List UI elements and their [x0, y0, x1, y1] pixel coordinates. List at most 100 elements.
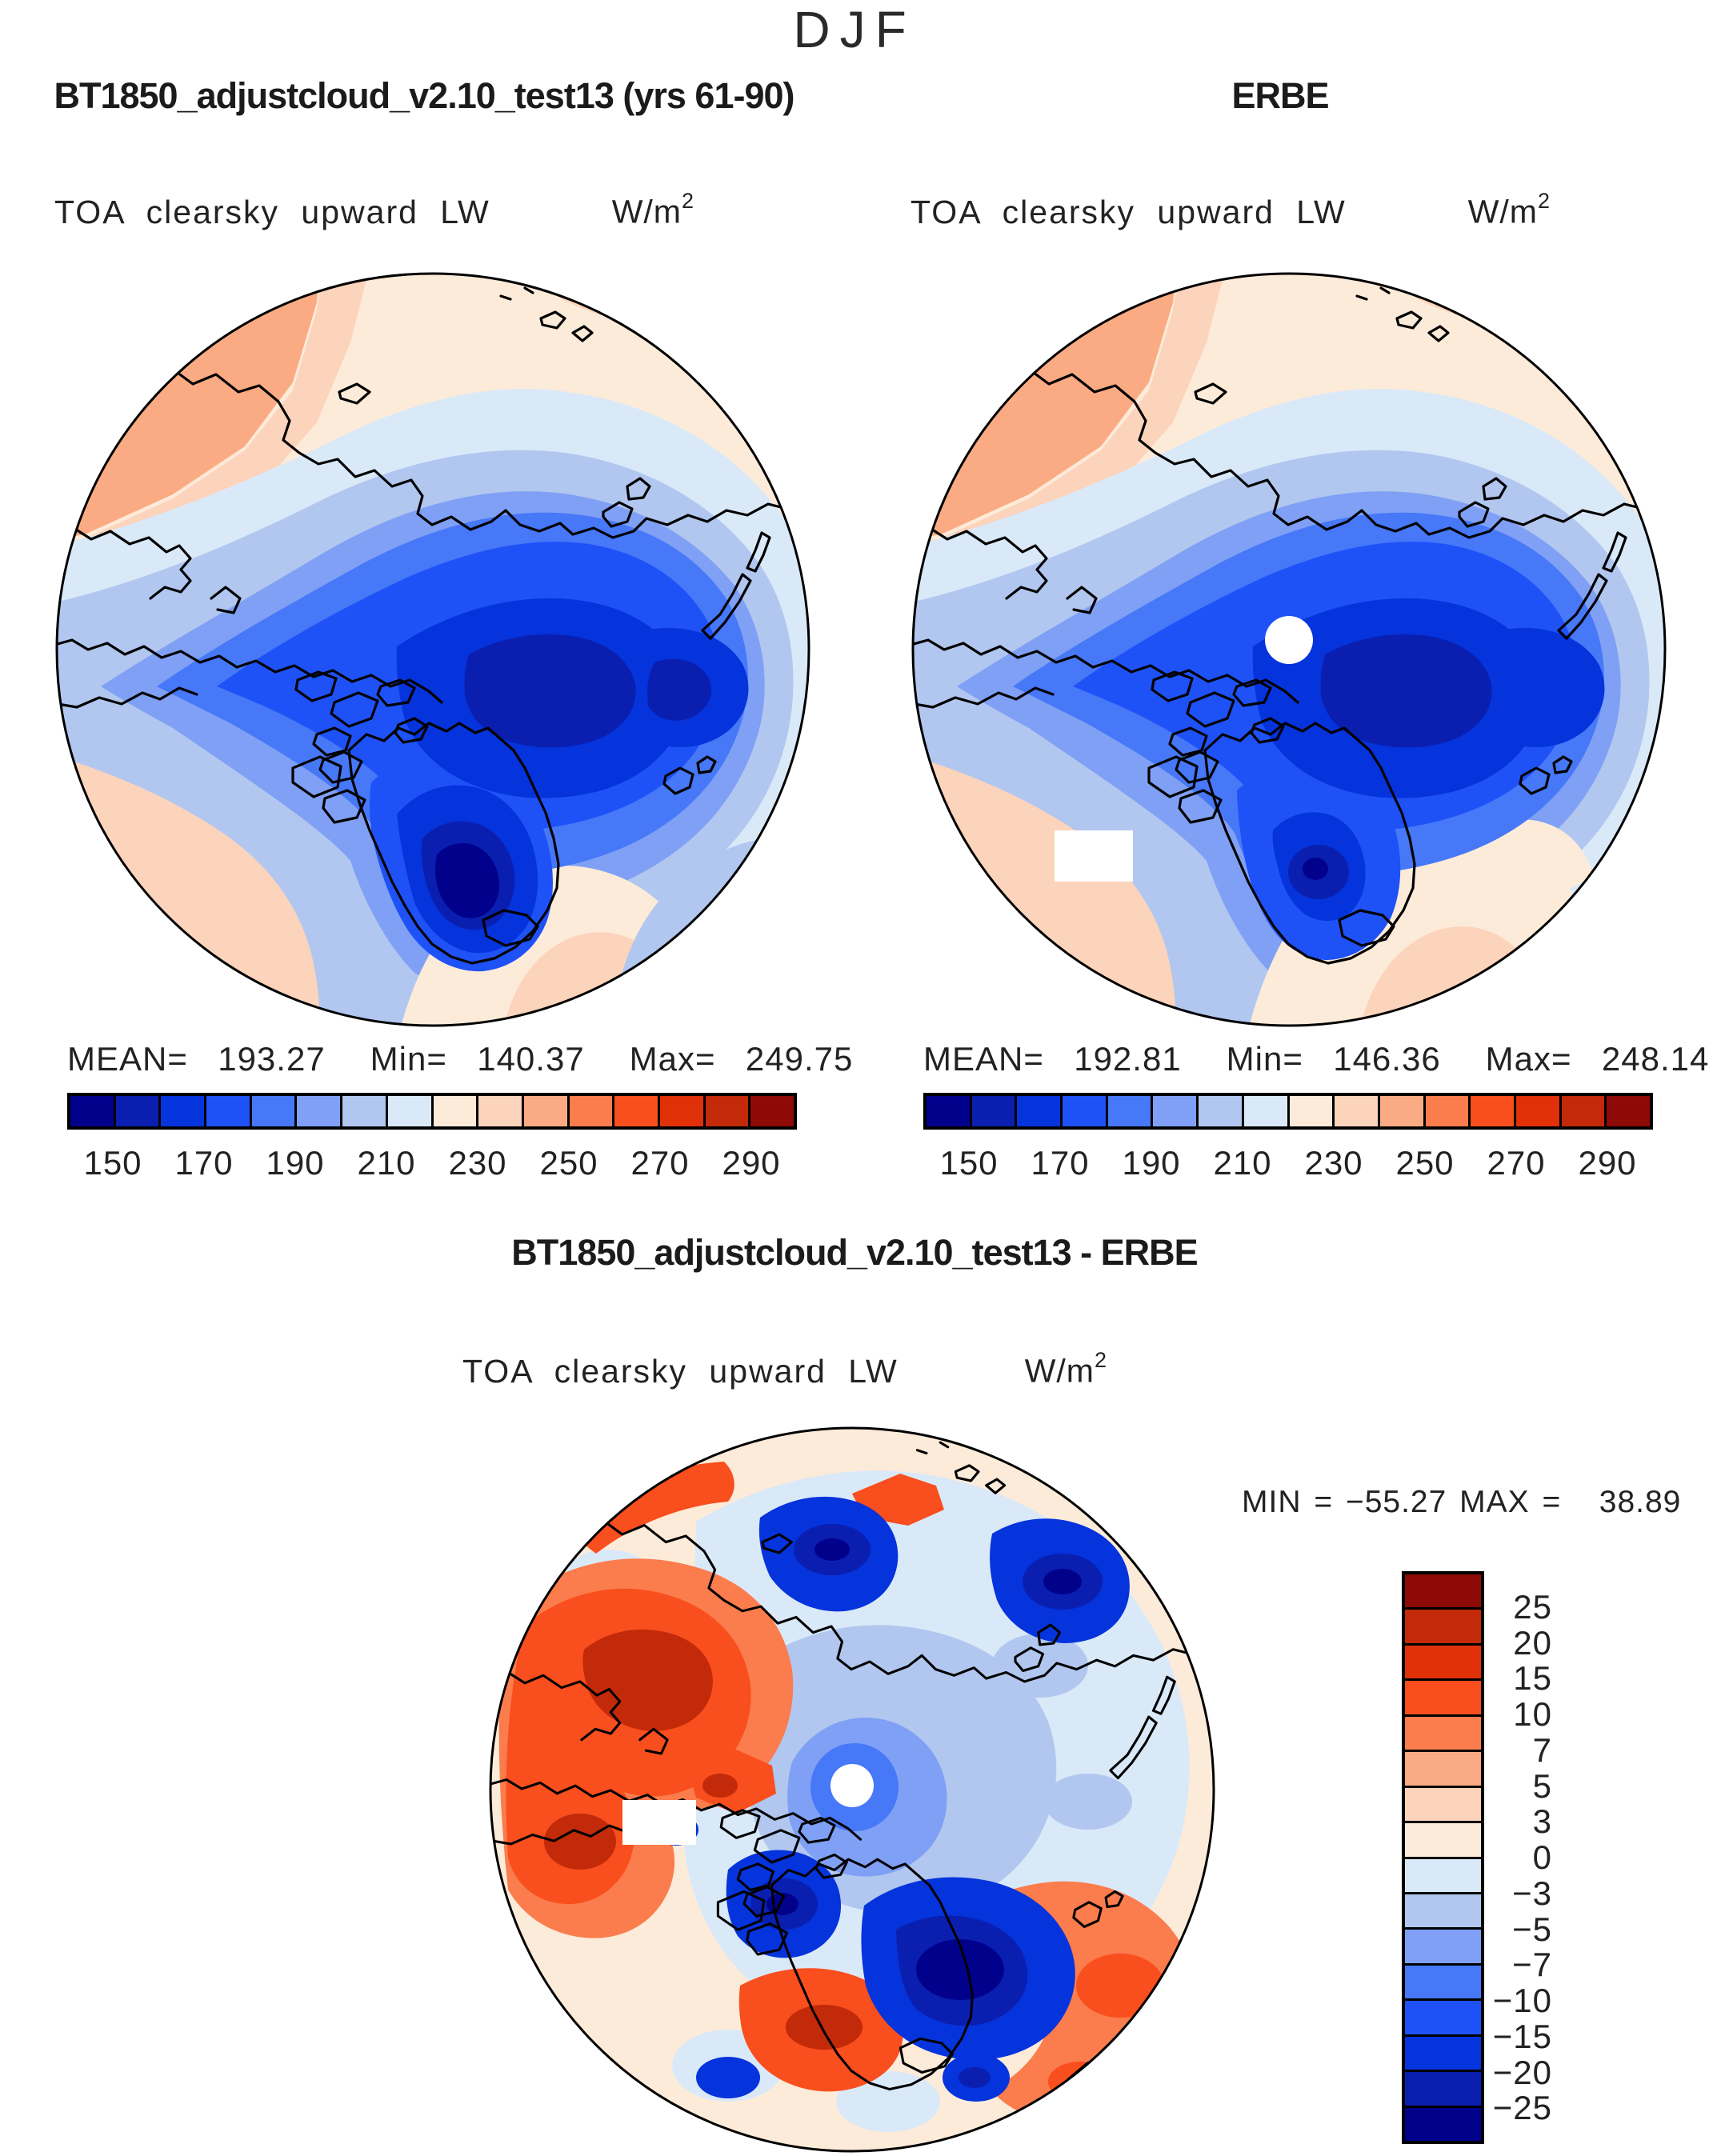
colorbar-cell — [1405, 1823, 1481, 1859]
colorbar-tick-label: 3 — [1532, 1802, 1552, 1841]
colorbar-cell — [1017, 1096, 1063, 1126]
colorbar-cell — [1405, 1645, 1481, 1682]
colorbar-cell — [1243, 1096, 1290, 1126]
model-variable-label: TOA clearsky upward LW — [54, 193, 490, 230]
colorbar-tick-label: −15 — [1492, 2017, 1552, 2055]
colorbar-cell — [251, 1096, 298, 1126]
colorbar-cell — [1607, 1096, 1650, 1126]
colorbar-cell — [387, 1096, 434, 1126]
colorbar-cell — [1405, 1894, 1481, 1930]
colorbar-tick-label: 10 — [1513, 1695, 1552, 1733]
colorbar-tick-label: 250 — [1395, 1144, 1455, 1182]
colorbar-tick-label: 210 — [1213, 1144, 1272, 1182]
colorbar-cell — [1405, 1752, 1481, 1788]
obs-colorbar-ticks: 150 170 190 210 230 250 270 290 — [923, 1144, 1653, 1189]
colorbar-tick-label: 7 — [1532, 1730, 1552, 1769]
diff-variable-row: TOA clearsky upward LW W/m2 — [462, 1348, 1107, 1390]
colorbar-tick-label: 190 — [1122, 1144, 1181, 1182]
season-title: DJF — [793, 1, 916, 58]
colorbar-cell — [971, 1096, 1018, 1126]
diff-units-label: W/m2 — [1024, 1348, 1107, 1390]
colorbar-cell — [659, 1096, 706, 1126]
colorbar-tick-label: 25 — [1513, 1587, 1552, 1626]
colorbar-cell — [750, 1096, 794, 1126]
colorbar-cell — [1199, 1096, 1244, 1126]
colorbar-cell — [1405, 1716, 1481, 1753]
units-exponent: 2 — [1537, 189, 1551, 213]
colorbar-cell — [1405, 2072, 1481, 2108]
colorbar-cell — [1425, 1096, 1471, 1126]
colorbar-cell — [1405, 2001, 1481, 2037]
colorbar-tick-label: −10 — [1492, 1982, 1552, 2019]
colorbar-tick-label: −20 — [1492, 2053, 1552, 2091]
colorbar-tick-label: 150 — [939, 1144, 999, 1182]
colorbar-cell — [478, 1096, 524, 1126]
colorbar-tick-label: −25 — [1492, 2089, 1552, 2127]
colorbar-cell — [1405, 2036, 1481, 2073]
colorbar-tick-label: 250 — [539, 1144, 598, 1182]
colorbar-tick-label: 170 — [174, 1144, 234, 1182]
colorbar-cell — [614, 1096, 660, 1126]
units-base: W/m — [611, 193, 682, 230]
colorbar-cell — [70, 1096, 116, 1126]
colorbar-cell — [1405, 1858, 1481, 1894]
colorbar-cell — [1335, 1096, 1380, 1126]
colorbar-cell — [1405, 1574, 1481, 1610]
colorbar-tick-label: 210 — [357, 1144, 416, 1182]
colorbar-cell — [115, 1096, 162, 1126]
diff-variable-label: TOA clearsky upward LW — [462, 1352, 899, 1390]
model-colorbar — [67, 1093, 797, 1130]
model-units-label: W/m2 — [611, 189, 694, 231]
diff-map — [489, 1426, 1215, 2153]
obs-colorbar — [923, 1093, 1653, 1130]
colorbar-cell — [523, 1096, 570, 1126]
obs-variable-label: TOA clearsky upward LW — [911, 193, 1347, 230]
model-variable-row: TOA clearsky upward LW W/m2 — [54, 189, 694, 231]
model-title: BT1850_adjustcloud_v2.10_test13 (yrs 61-… — [54, 75, 794, 116]
obs-variable-row: TOA clearsky upward LW W/m2 — [911, 189, 1551, 231]
colorbar-tick-label: 170 — [1031, 1144, 1090, 1182]
units-base: W/m — [1024, 1352, 1095, 1390]
diff-colorbar-ticks: 25 20 15 10 7 5 3 0 −3 −5 −7 −10 −15 −20 −25 — [1432, 1571, 1552, 2144]
colorbar-tick-label: 150 — [83, 1144, 142, 1182]
colorbar-tick-label: 230 — [448, 1144, 507, 1182]
colorbar-tick-label: 5 — [1532, 1766, 1552, 1805]
colorbar-cell — [1153, 1096, 1199, 1126]
colorbar-tick-label: 0 — [1532, 1838, 1552, 1876]
colorbar-tick-label: 270 — [1487, 1144, 1546, 1182]
obs-stats: MEAN= 192.81 Min= 146.36 Max= 248.14 — [923, 1040, 1709, 1078]
colorbar-tick-label: −5 — [1512, 1910, 1552, 1948]
obs-title: ERBE — [1231, 75, 1329, 116]
colorbar-cell — [1107, 1096, 1154, 1126]
colorbar-tick-label: 290 — [1578, 1144, 1637, 1182]
colorbar-cell — [705, 1096, 751, 1126]
colorbar-cell — [1405, 1610, 1481, 1646]
colorbar-cell — [1289, 1096, 1335, 1126]
diff-title: BT1850_adjustcloud_v2.10_test13 - ERBE — [511, 1232, 1198, 1273]
colorbar-tick-label: −7 — [1512, 1946, 1552, 1984]
colorbar-cell — [1405, 1930, 1481, 1966]
model-stats: MEAN= 193.27 Min= 140.37 Max= 249.75 — [67, 1040, 854, 1078]
colorbar-cell — [1561, 1096, 1607, 1126]
obs-map — [911, 272, 1667, 1027]
colorbar-cell — [1063, 1096, 1108, 1126]
colorbar-tick-label: 230 — [1304, 1144, 1363, 1182]
colorbar-tick-label: 15 — [1513, 1659, 1552, 1698]
colorbar-cell — [569, 1096, 615, 1126]
model-colorbar-ticks: 150 170 190 210 230 250 270 290 — [67, 1144, 797, 1189]
colorbar-cell — [206, 1096, 252, 1126]
colorbar-cell — [1405, 1965, 1481, 2002]
model-map — [55, 272, 810, 1027]
colorbar-tick-label: 20 — [1513, 1623, 1552, 1662]
colorbar-cell — [297, 1096, 343, 1126]
units-exponent: 2 — [681, 189, 694, 213]
diff-minmax: MIN = −55.27 MAX = 38.89 — [1242, 1485, 1682, 1519]
colorbar-cell — [1405, 1787, 1481, 1824]
colorbar-tick-label: 270 — [630, 1144, 690, 1182]
colorbar-cell — [342, 1096, 388, 1126]
colorbar-tick-label: 190 — [266, 1144, 325, 1182]
colorbar-cell — [1379, 1096, 1426, 1126]
diff-colorbar — [1402, 1571, 1484, 2144]
colorbar-cell — [927, 1096, 972, 1126]
colorbar-tick-label: −3 — [1512, 1874, 1552, 1912]
